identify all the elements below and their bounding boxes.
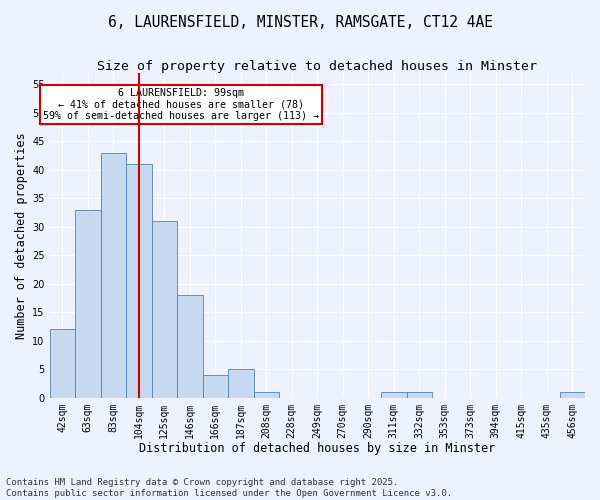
Bar [101,153,126,398]
Text: 6 LAURENSFIELD: 99sqm
← 41% of detached houses are smaller (78)
59% of semi-deta: 6 LAURENSFIELD: 99sqm ← 41% of detached … [43,88,319,121]
Title: Size of property relative to detached houses in Minster: Size of property relative to detached ho… [97,60,537,73]
Text: Contains HM Land Registry data © Crown copyright and database right 2025.
Contai: Contains HM Land Registry data © Crown c… [6,478,452,498]
Bar [381,392,407,398]
X-axis label: Distribution of detached houses by size in Minster: Distribution of detached houses by size … [139,442,496,455]
Text: 6, LAURENSFIELD, MINSTER, RAMSGATE, CT12 4AE: 6, LAURENSFIELD, MINSTER, RAMSGATE, CT12… [107,15,493,30]
Bar [254,392,279,398]
Bar [126,164,152,398]
Bar [407,392,432,398]
Bar [560,392,585,398]
Bar [75,210,101,398]
Bar [50,330,75,398]
Y-axis label: Number of detached properties: Number of detached properties [15,132,28,338]
Bar [152,221,177,398]
Bar [228,369,254,398]
Bar [177,295,203,398]
Bar [203,375,228,398]
